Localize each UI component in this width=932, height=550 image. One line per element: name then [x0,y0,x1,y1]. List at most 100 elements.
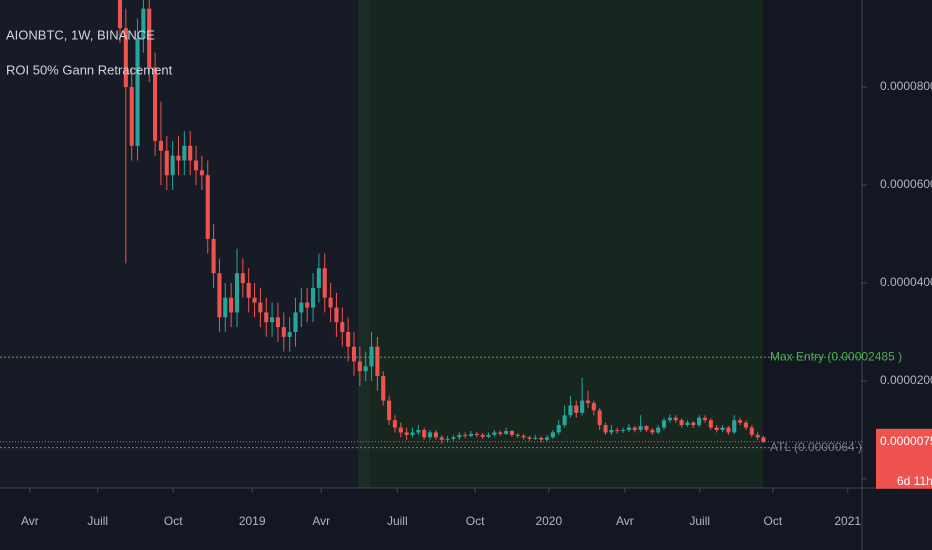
candle-body [638,426,643,430]
candle-body [463,434,468,436]
y-tick-label: 0.00008000 [880,79,932,93]
candle-body [580,400,585,413]
candle-body [685,422,690,426]
candle-body [310,287,316,308]
level-label: Max Entry (0.00002485 ) [770,349,902,363]
candle-body [521,435,526,438]
candle-body [387,400,392,421]
candle-body [621,429,626,431]
candle-body [673,417,678,421]
candle-body [176,155,181,161]
candle-body [416,429,421,433]
candle-body [199,170,204,176]
candle-body [117,0,123,29]
candle-body [603,425,608,433]
plot [117,0,766,444]
candle-body [322,268,327,298]
candle-body [398,427,403,433]
candle-body [299,302,304,313]
zone [370,0,763,488]
candle-body [193,160,199,171]
x-tick-label: Avr [21,514,39,528]
countdown: 6d 11h [897,474,932,488]
candle-body [135,38,140,146]
y-tick-label: 0.00002000 [880,373,932,387]
candle-body [147,8,152,68]
candle-body [141,8,146,39]
candle-body [749,427,754,435]
candle-body [626,427,631,430]
candle-body [656,427,661,433]
candle-body [223,297,228,318]
candle-body [615,429,620,431]
y-tick-label: 0.00006000 [880,177,932,191]
candle-body [229,297,234,313]
candle-body [539,437,544,440]
candle-body [129,87,134,146]
candle-body [720,427,725,430]
candle-body [123,28,128,88]
candle-body [533,437,538,439]
x-tick-label: Juill [689,514,710,528]
candle-body [556,425,561,433]
candle-body [562,415,567,426]
x-tick-label: Avr [312,514,330,528]
candle-body [275,317,280,328]
candle-body [240,273,245,284]
candle-body [661,420,667,428]
candle-body [392,420,397,428]
candle-body [597,410,602,426]
candle-body [550,432,555,438]
x-tick-label: Oct [764,514,783,528]
candle-body [404,432,409,435]
candle-body [445,438,450,440]
candle-body [164,150,169,176]
candle-body [498,432,503,434]
candle-body [410,432,415,435]
candle-body [427,432,433,438]
candle-body [468,433,474,436]
candle-body [732,420,737,433]
candle-body [667,417,672,421]
candle-body [644,426,649,430]
candle-body [369,346,374,367]
candle-body [182,145,187,161]
x-tick-label: Oct [164,514,183,528]
candle-body [439,437,444,440]
candle-body [351,346,357,362]
candle-body [375,346,380,377]
candle-body [738,420,743,423]
candle-body [632,427,637,430]
candle-body [702,417,708,421]
x-tick-label: 2021 [834,514,861,528]
candle-body [568,405,573,416]
candle-body [726,427,731,433]
candle-body [246,283,251,298]
candle-body [287,331,292,337]
candle-body [504,430,509,434]
zone [0,0,358,488]
x-tick-label: Juill [387,514,408,528]
candle-body [761,437,766,442]
candle-body [714,427,719,430]
candle-body [474,433,479,435]
candle-body [422,429,427,438]
x-tick-label: Juill [87,514,108,528]
candle-body [492,432,497,435]
candle-body [509,430,514,435]
candle-body [293,312,298,332]
x-tick-label: 2020 [535,514,562,528]
candle-body [486,434,491,437]
y-tick-label: 0.00004000 [880,275,932,289]
x-tick-label: 2019 [239,514,266,528]
candle-body [544,437,550,440]
candle-body [158,140,163,151]
candle-body [252,297,257,303]
candle-body [457,434,462,438]
candle-body [433,432,438,438]
candle-body [381,376,386,401]
candle-body [697,417,702,426]
candle-body [211,238,216,274]
candle-body [205,175,210,239]
